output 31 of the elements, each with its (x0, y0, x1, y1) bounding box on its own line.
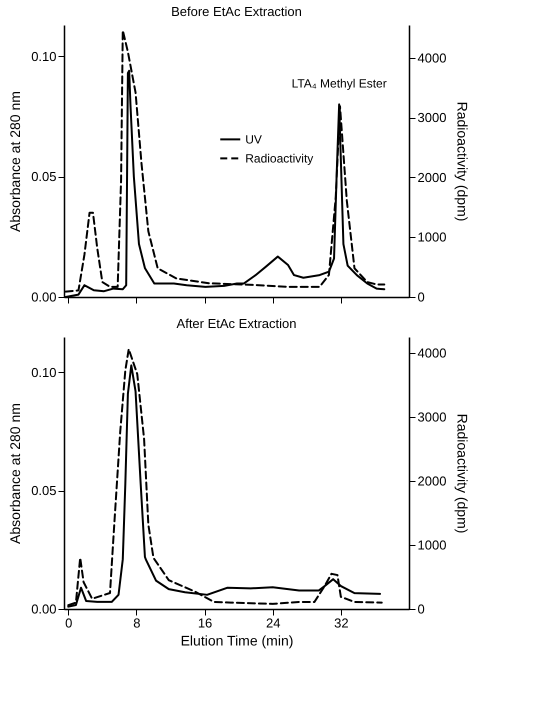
y-tick-label: 0.00 (31, 602, 56, 616)
y-tick-label: 0.10 (31, 364, 56, 380)
y-tick-label: 0.05 (31, 169, 56, 184)
y-axis-title: Absorbance at 280 nm (7, 403, 24, 544)
y2-tick-label: 0 (418, 602, 425, 616)
x-tick-label: 24 (266, 616, 280, 630)
y2-tick-label: 2000 (418, 474, 446, 488)
y2-tick-label: 4000 (418, 50, 446, 66)
y-tick-label: 0.05 (31, 483, 56, 498)
y2-tick-label: 4000 (418, 346, 446, 360)
x-tick-label: 16 (198, 616, 212, 630)
x-tick-label: 0 (65, 616, 72, 630)
y2-tick-label: 3000 (418, 410, 446, 424)
y2-axis-title: Radioactivity (dpm) (454, 414, 470, 534)
y-tick-label: 0.10 (31, 48, 56, 64)
y2-tick-label: 2000 (418, 170, 446, 185)
x-axis-title: Elution Time (min) (180, 632, 294, 648)
y2-tick-label: 0 (418, 290, 425, 304)
y-axis-title: Absorbance at 280 nm (7, 91, 24, 232)
y2-tick-label: 3000 (418, 110, 446, 126)
legend-label: UV (245, 132, 262, 146)
annotation: LTA₄ Methyl Ester (292, 76, 387, 90)
y2-axis-title: Radioactivity (dpm) (454, 102, 470, 222)
y2-tick-label: 1000 (418, 230, 446, 245)
x-tick-label: 32 (334, 616, 349, 630)
y-tick-label: 0.00 (31, 290, 56, 304)
y2-tick-label: 1000 (418, 538, 446, 552)
chart-title: After EtAc Extraction (176, 316, 296, 331)
legend-label: Radioactivity (245, 151, 314, 166)
x-tick-label: 8 (133, 616, 141, 630)
chart-title: Before EtAc Extraction (171, 4, 302, 19)
